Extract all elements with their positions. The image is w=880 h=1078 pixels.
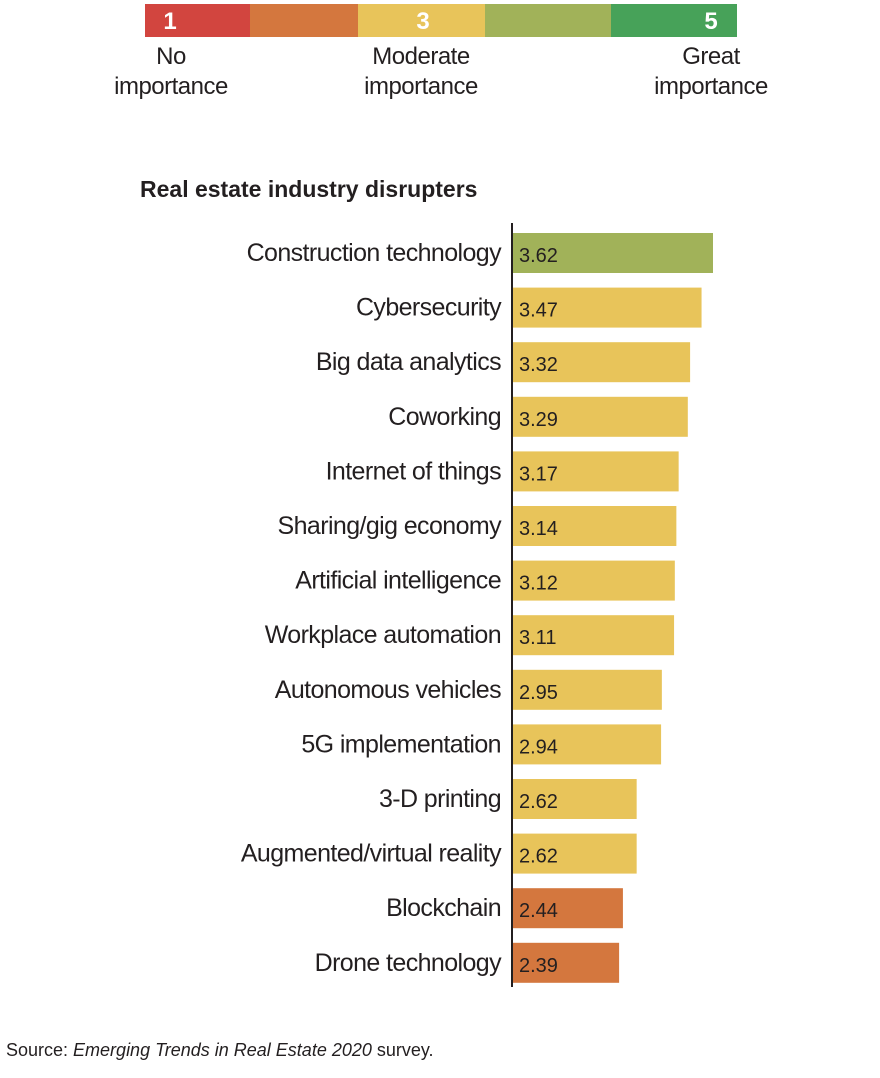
value-label: 2.62 [519,846,558,868]
scale-segment-3 [358,4,485,37]
scale-number-high: 5 [704,8,718,35]
category-label: Construction technology [247,239,503,267]
scale-segment-4 [485,4,611,37]
category-label: Autonomous vehicles [275,676,501,704]
value-label: 3.47 [519,300,558,322]
value-label: 3.17 [519,463,558,485]
category-label: Internet of things [326,457,502,485]
scale-label-mid-line1: Moderate [372,43,470,70]
category-label: Augmented/virtual reality [241,840,502,868]
category-label: Cybersecurity [356,294,502,322]
scale-label-high-line2: importance [654,73,768,100]
bar-chart: Construction technology 3.62 Cybersecurity… [241,223,713,987]
bar [513,833,637,874]
scale-label-mid-line2: importance [364,73,478,100]
bar [513,233,713,273]
chart-title: Real estate industry disrupters [140,176,478,202]
bar [513,779,637,819]
value-label: 2.44 [519,900,558,922]
value-label: 3.32 [519,354,558,376]
category-label: 3-D printing [379,785,501,813]
category-label: Workplace automation [265,621,501,649]
scale-segment-2 [250,4,358,37]
bar [513,396,688,437]
scale-label-mid: Moderate importance [336,42,506,102]
scale-label-high: Great importance [631,42,791,102]
value-label: 3.29 [519,409,558,431]
bar [513,724,662,765]
source-title: Emerging Trends in Real Estate 2020 [73,1040,372,1060]
bar [513,451,679,492]
source-prefix: Source: [6,1040,74,1060]
value-label: 3.14 [519,518,558,540]
value-label: 2.95 [519,682,558,704]
scale-label-low: No importance [96,42,246,102]
bar [513,615,675,656]
value-label: 2.39 [519,955,558,977]
bar [513,560,675,601]
category-label: 5G implementation [301,730,501,758]
scale-segment-1 [145,4,250,37]
value-label: 3.12 [519,573,558,595]
value-label: 3.11 [519,627,556,649]
value-label: 2.62 [519,791,558,813]
scale-number-mid: 3 [416,8,430,35]
category-label: Coworking [388,403,501,431]
bar [513,506,677,546]
value-label: 2.94 [519,736,558,758]
category-label: Sharing/gig economy [278,512,503,540]
category-label: Drone technology [315,949,502,977]
scale-label-low-line2: importance [114,73,228,100]
bar [513,287,702,328]
source-suffix: survey. [371,1040,434,1060]
scale-number-low: 1 [163,8,177,35]
scale-label-low-line1: No [156,43,186,70]
category-label: Big data analytics [316,348,501,376]
value-label: 3.62 [519,245,558,267]
bar [513,888,623,929]
bar [513,942,620,983]
importance-scale: 1 3 5 No importance Moderate importance … [0,0,880,110]
bar [513,342,691,383]
category-label: Artificial intelligence [295,567,501,595]
scale-segment-5 [611,4,737,37]
category-label: Blockchain [386,894,501,922]
scale-label-high-line1: Great [682,43,740,70]
source-note: Source: Emerging Trends in Real Estate 2… [6,1040,434,1061]
bar [513,669,662,710]
